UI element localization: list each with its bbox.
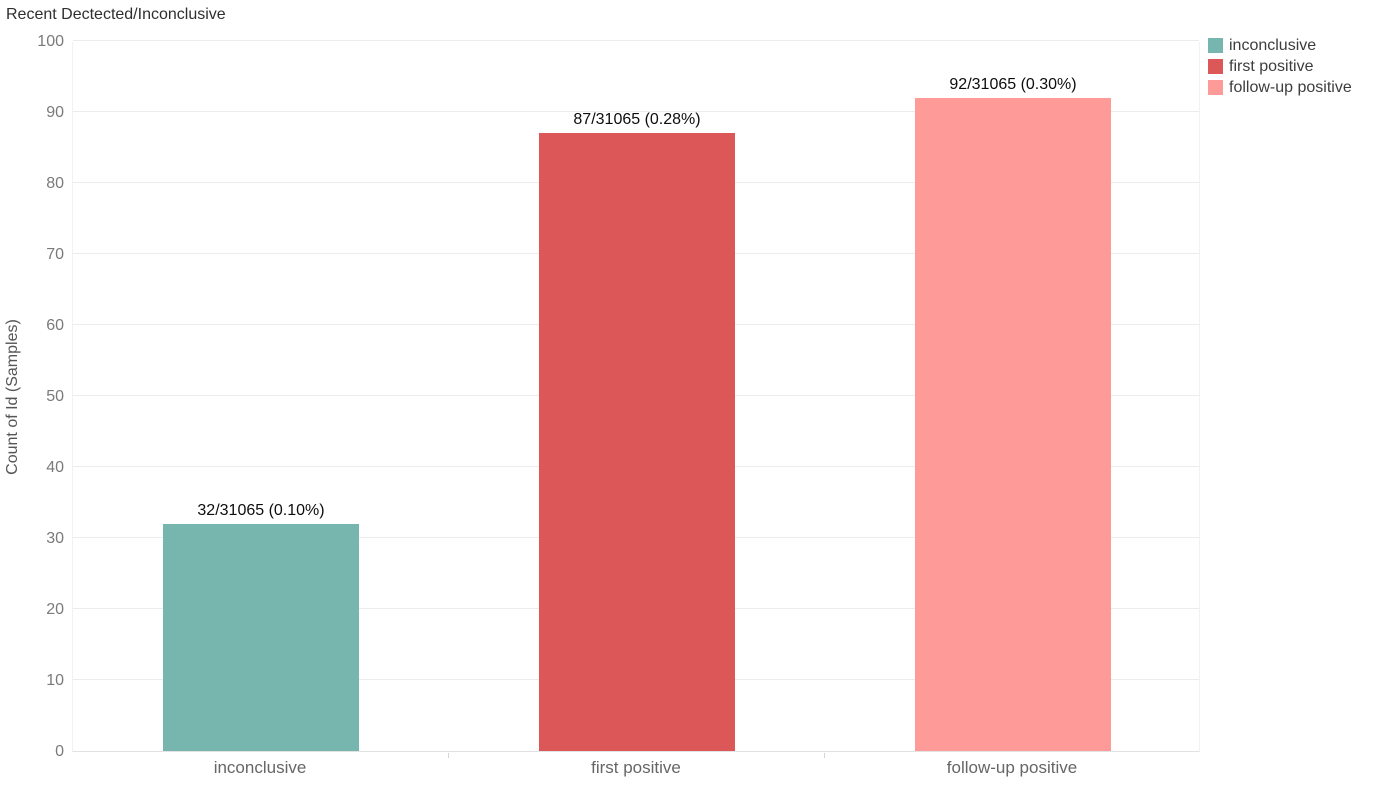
y-tick-label: 40 xyxy=(46,459,64,476)
gridline xyxy=(73,111,1199,112)
legend: inconclusive first positive follow-up posi… xyxy=(1208,35,1352,98)
legend-item-label: first positive xyxy=(1229,57,1314,75)
y-tick-label: 10 xyxy=(46,672,64,689)
x-tick-label: inconclusive xyxy=(213,758,307,777)
y-tick-label: 60 xyxy=(46,317,64,334)
legend-item-label: inconclusive xyxy=(1229,36,1317,54)
x-tick-label: first positive xyxy=(591,758,681,777)
y-tick-label: 0 xyxy=(55,743,64,760)
legend-item-inconclusive[interactable]: inconclusive xyxy=(1208,35,1352,56)
y-tick-label: 20 xyxy=(46,601,64,618)
x-axis-divider-tick xyxy=(824,753,825,758)
legend-item-follow-up-positive[interactable]: follow-up positive xyxy=(1208,77,1352,98)
y-tick-label: 30 xyxy=(46,530,64,547)
x-tick-label: follow-up positive xyxy=(946,758,1078,777)
plot-area: 32/31065 (0.10%) 87/31065 (0.28%) 92/31065… xyxy=(72,40,1200,752)
chart-title: Recent Dectected/Inconclusive xyxy=(6,6,226,23)
legend-item-first-positive[interactable]: first positive xyxy=(1208,56,1352,77)
y-tick-label: 90 xyxy=(46,104,64,121)
bar-value-label: 87/31065 (0.28%) xyxy=(573,111,701,129)
bar-first-positive[interactable] xyxy=(539,133,735,751)
y-tick-label: 100 xyxy=(37,33,64,50)
legend-color-swatch-icon xyxy=(1208,38,1223,53)
y-tick-label: 80 xyxy=(46,175,64,192)
bar-follow-up-positive[interactable] xyxy=(915,97,1111,751)
legend-item-label: follow-up positive xyxy=(1229,78,1352,96)
bar-value-label: 92/31065 (0.30%) xyxy=(949,75,1077,93)
legend-color-swatch-icon xyxy=(1208,80,1223,95)
gridline xyxy=(73,40,1199,41)
bar-value-label: 32/31065 (0.10%) xyxy=(197,501,325,519)
legend-color-swatch-icon xyxy=(1208,59,1223,74)
y-tick-label: 70 xyxy=(46,246,64,263)
x-axis-divider-tick xyxy=(448,753,449,758)
bar-inconclusive[interactable] xyxy=(163,523,359,751)
y-tick-label: 50 xyxy=(46,388,64,405)
